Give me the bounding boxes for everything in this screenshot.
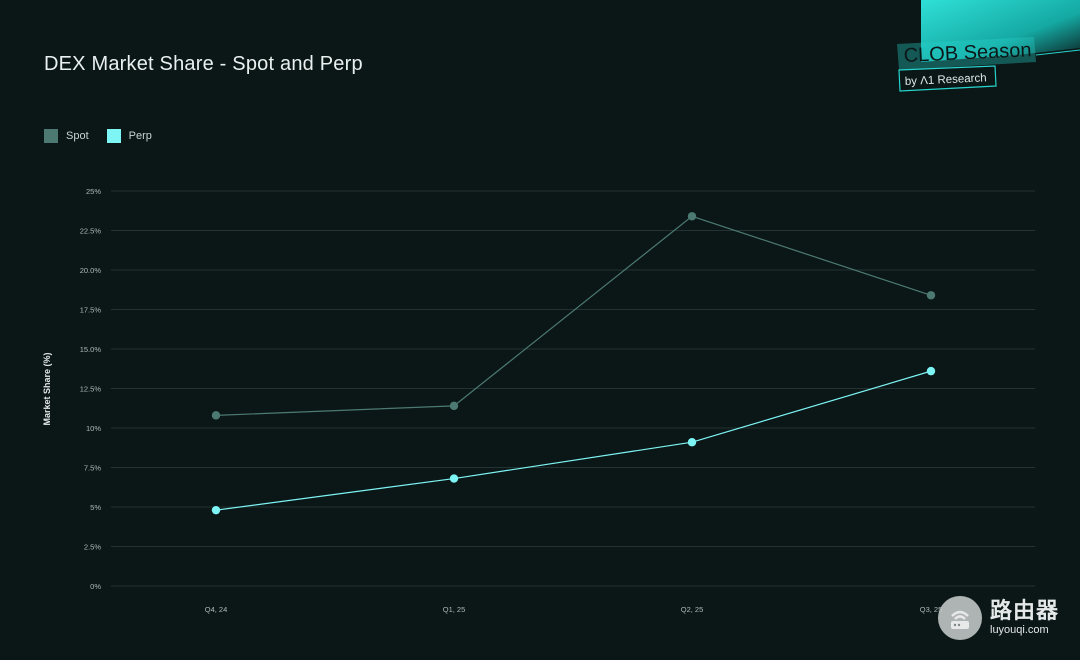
legend-label-spot: Spot xyxy=(66,130,89,142)
brand-gradient-shape xyxy=(921,0,1080,62)
data-point-spot xyxy=(926,291,936,300)
series-line-perp xyxy=(215,370,932,511)
series-line-spot xyxy=(215,215,932,416)
data-point-perp xyxy=(687,438,697,447)
series-group xyxy=(211,212,936,515)
brand-accent-line xyxy=(1035,49,1080,56)
watermark-text: 路由器 luyouqi.com xyxy=(990,599,1059,637)
y-tick-label: 10% xyxy=(86,424,101,433)
data-point-perp xyxy=(449,474,459,483)
y-tick-label: 2.5% xyxy=(84,543,101,552)
y-tick-label: 20.0% xyxy=(80,266,102,275)
router-icon xyxy=(938,596,982,640)
data-point-spot xyxy=(449,401,459,411)
x-tick-labels: Q4, 24 Q1, 25 Q2, 25 Q3, 25 xyxy=(205,605,943,614)
y-tick-label: 25% xyxy=(86,187,101,196)
gridlines xyxy=(111,190,1035,587)
x-tick-label: Q1, 25 xyxy=(443,605,466,614)
y-tick-label: 0% xyxy=(90,582,101,591)
data-point-perp xyxy=(926,366,936,376)
brand-label-plate xyxy=(897,37,1036,70)
legend-item-spot: Spot xyxy=(44,129,89,143)
y-tick-label: 17.5% xyxy=(80,306,102,315)
y-tick-label: 22.5% xyxy=(80,227,102,236)
y-tick-label: 15.0% xyxy=(80,345,102,354)
watermark-url: luyouqi.com xyxy=(990,624,1049,636)
legend-item-perp: Perp xyxy=(106,129,152,143)
y-tick-label: 7.5% xyxy=(84,464,101,473)
data-point-spot xyxy=(211,411,221,420)
legend-swatch-spot xyxy=(44,129,58,143)
watermark-cn: 路由器 xyxy=(990,598,1060,623)
router-glyph-icon xyxy=(951,610,969,629)
y-tick-label: 5% xyxy=(90,503,101,512)
watermark: 路由器 luyouqi.com xyxy=(938,596,1059,640)
y-axis-title: Market Share (%) xyxy=(42,352,52,425)
data-point-spot xyxy=(687,212,697,221)
legend-label-perp: Perp xyxy=(128,130,152,142)
chart-title: DEX Market Share - Spot and Perp xyxy=(44,53,363,75)
x-tick-label: Q4, 24 xyxy=(205,605,228,614)
brand-logo: CLOB Season by Λ1 Research xyxy=(897,0,1080,92)
legend: Spot Perp xyxy=(44,129,152,143)
x-tick-label: Q2, 25 xyxy=(681,605,704,614)
legend-swatch-perp xyxy=(106,129,121,143)
y-tick-label: 12.5% xyxy=(80,385,102,394)
brand-byline-box xyxy=(898,65,997,92)
data-point-perp xyxy=(211,505,221,515)
brand-byline: by Λ1 Research xyxy=(905,72,987,88)
x-tick-label: Q3, 25 xyxy=(920,605,943,614)
y-tick-labels: 0% 2.5% 5% 7.5% 10% 12.5% 15.0% 17.5% 20.0% 22.5%… xyxy=(80,187,102,591)
